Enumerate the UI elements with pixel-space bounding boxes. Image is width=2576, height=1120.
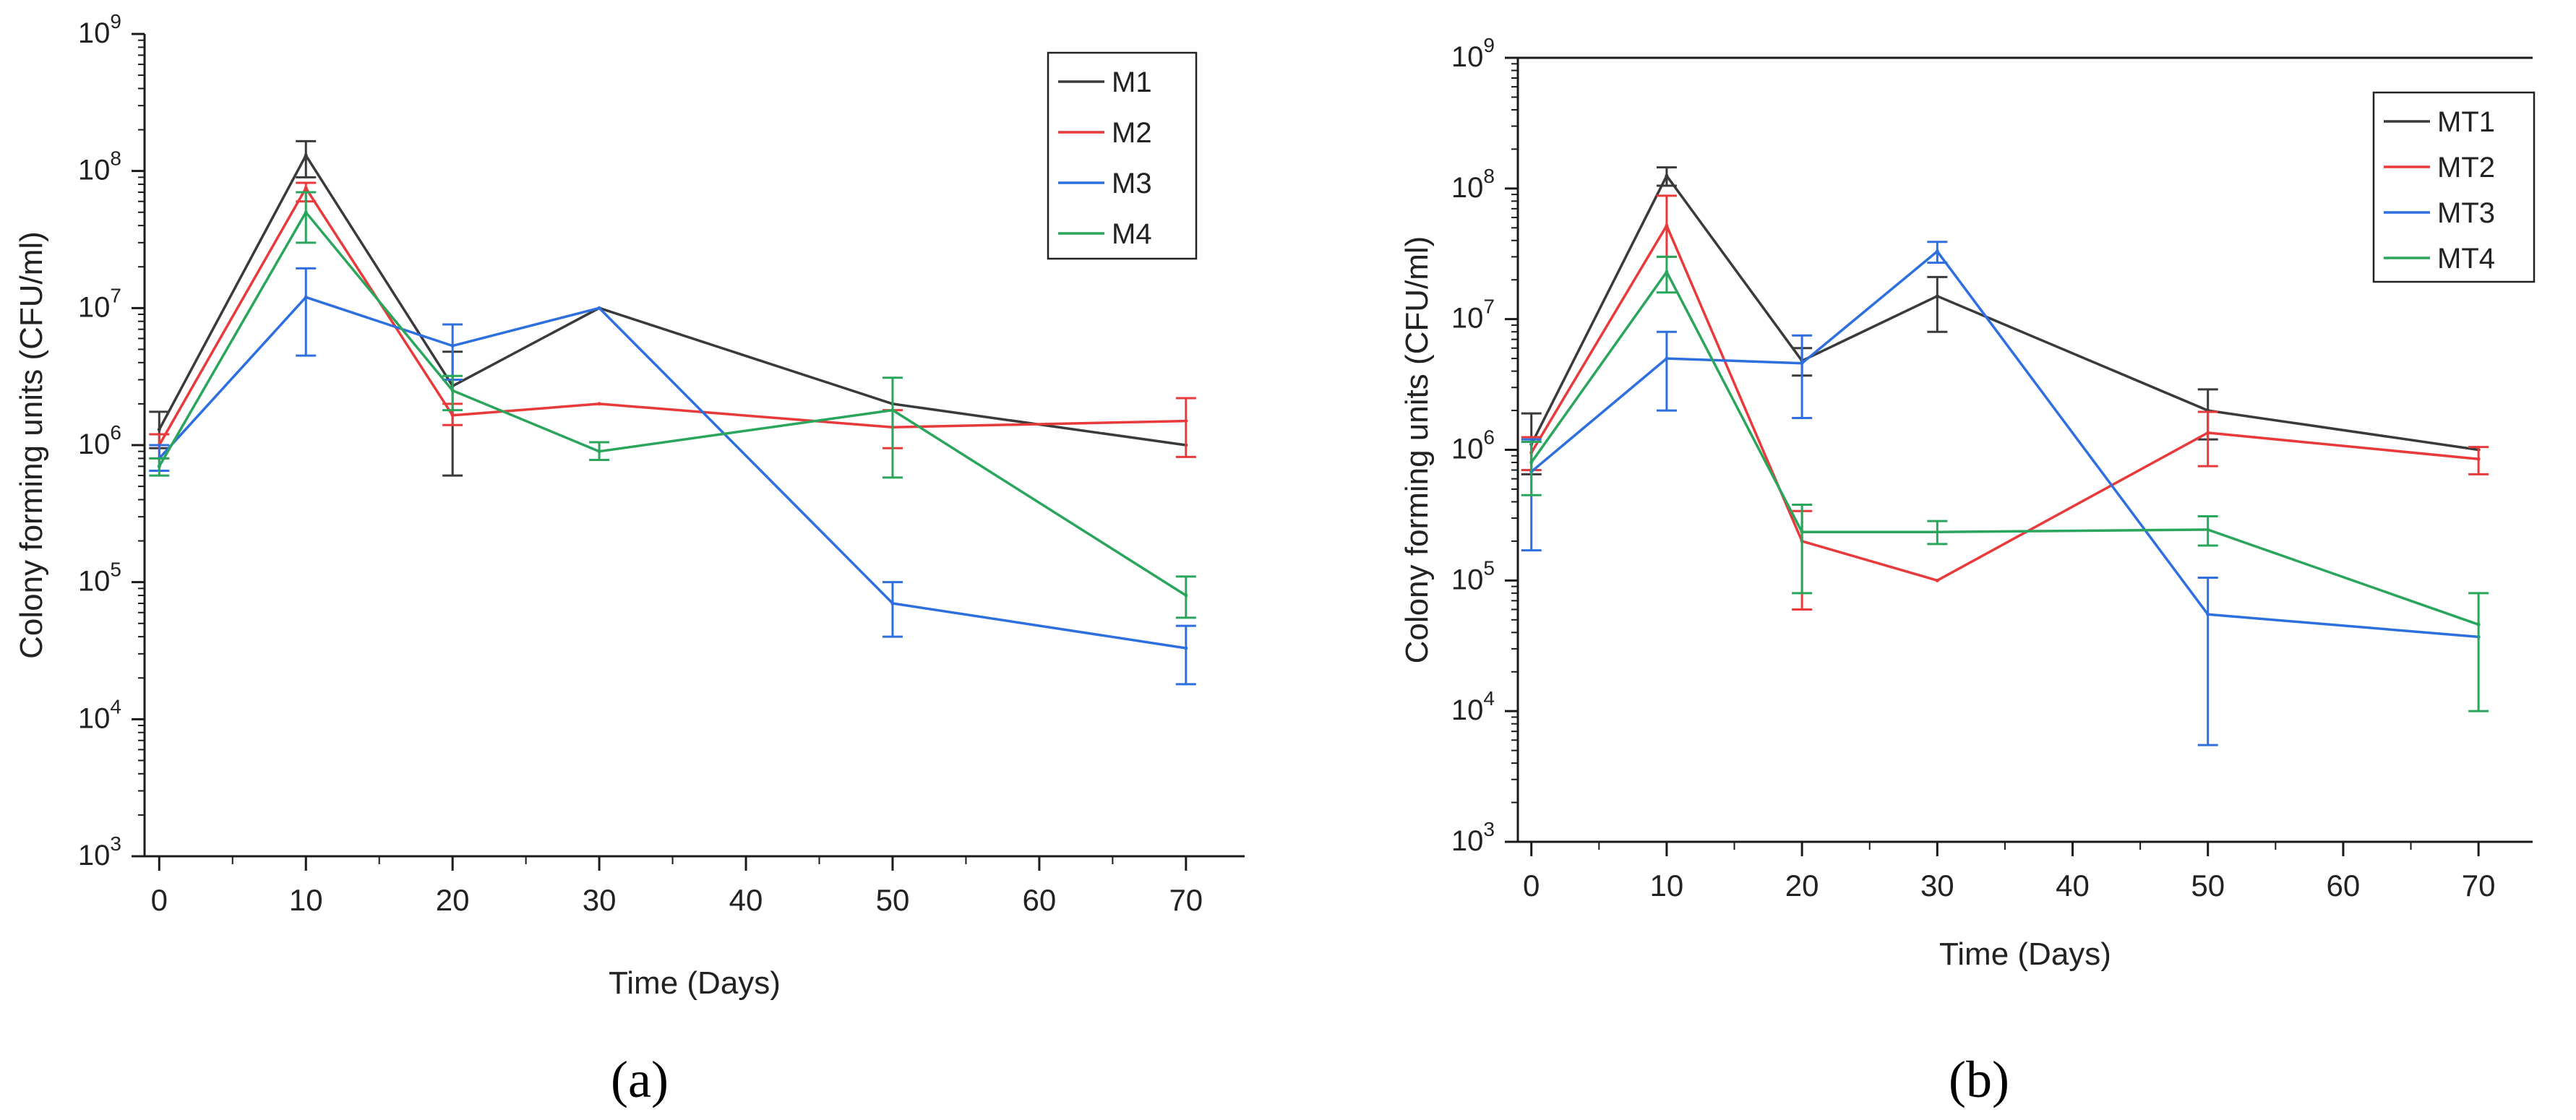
legend-label-m4: M4 <box>1112 218 1152 250</box>
x-tick-label: 10 <box>289 883 323 917</box>
x-tick-label: 20 <box>436 883 470 917</box>
legend-label-m1: M1 <box>1112 66 1152 98</box>
series-line-m4 <box>158 211 1187 597</box>
x-tick-label: 20 <box>1785 869 1819 903</box>
y-tick-label: 103 <box>78 832 121 871</box>
x-tick-label: 10 <box>1650 869 1684 903</box>
series-m4 <box>149 191 1196 619</box>
data-point <box>597 402 601 406</box>
x-tick-label: 70 <box>1169 883 1203 917</box>
y-tick-label: 108 <box>1451 165 1495 204</box>
legend-label-mt4: MT4 <box>2437 243 2495 275</box>
x-tick-label: 0 <box>1523 869 1540 903</box>
chart-panel-a: 0 10 20 30 40 50 60 70 103 104 105 106 107 108 109 Time… <box>14 10 1245 1001</box>
y-tick-label: 106 <box>78 421 121 460</box>
y-tick-label: 109 <box>1451 34 1495 73</box>
y-tick-label: 107 <box>78 284 121 323</box>
x-tick-label: 30 <box>1920 869 1954 903</box>
y-tick-label: 107 <box>1451 296 1495 335</box>
y-tick-label: 108 <box>78 147 121 186</box>
x-tick-label: 60 <box>2327 869 2361 903</box>
legend-label-m2: M2 <box>1112 117 1152 149</box>
series-line-mt1 <box>1530 174 2479 452</box>
x-tick-label: 40 <box>729 883 763 917</box>
series-line-m1 <box>158 154 1187 447</box>
chart-panel-b: 0 10 20 30 40 50 60 70 103 104 105 106 107 108 109 Time… <box>1399 34 2536 972</box>
legend: MT1 MT2 MT3 MT4 <box>2372 91 2536 283</box>
series-line-m2 <box>158 186 1186 446</box>
legend-box <box>1047 51 1198 260</box>
series-mt3 <box>1521 241 2481 746</box>
y-tick-label: 105 <box>1451 556 1495 595</box>
series-mt1 <box>1521 166 2481 475</box>
series-line-mt3 <box>1530 250 2479 639</box>
data-point <box>597 306 601 310</box>
legend-box <box>2372 91 2536 283</box>
y-axis-label: Colony forming units (CFU/ml) <box>1399 236 1435 664</box>
series-mt4 <box>1521 255 2489 712</box>
x-tick-label: 70 <box>2462 869 2496 903</box>
y-tick-label: 109 <box>78 10 121 49</box>
y-tick-label: 106 <box>1451 426 1495 465</box>
y-tick-label: 104 <box>78 695 121 734</box>
series-line-mt2 <box>1530 224 2479 582</box>
panel-label-a: (a) <box>611 1051 669 1108</box>
legend-label-m3: M3 <box>1112 168 1152 199</box>
legend-label-mt3: MT3 <box>2437 197 2495 229</box>
y-axis-label: Colony forming units (CFU/ml) <box>14 231 49 659</box>
x-axis-label: Time (Days) <box>1939 936 2111 972</box>
legend-label-mt1: MT1 <box>2437 106 2495 138</box>
legend-label-mt2: MT2 <box>2437 152 2495 184</box>
series-line-mt4 <box>1530 270 2479 626</box>
x-tick-label: 50 <box>876 883 910 917</box>
x-tick-label: 50 <box>2191 869 2225 903</box>
series-line-m3 <box>158 296 1187 650</box>
y-tick-label: 104 <box>1451 687 1495 726</box>
x-tick-label: 0 <box>151 883 168 917</box>
panel-label-b: (b) <box>1949 1051 2009 1108</box>
x-axis-label: Time (Days) <box>609 965 781 1001</box>
data-point <box>1935 578 1939 582</box>
x-tick-label: 40 <box>2056 869 2090 903</box>
y-tick-label: 105 <box>78 559 121 598</box>
x-tick-label: 30 <box>583 883 617 917</box>
y-tick-label: 103 <box>1451 818 1495 857</box>
legend: M1 M2 M3 M4 <box>1047 51 1198 260</box>
x-tick-label: 60 <box>1023 883 1057 917</box>
